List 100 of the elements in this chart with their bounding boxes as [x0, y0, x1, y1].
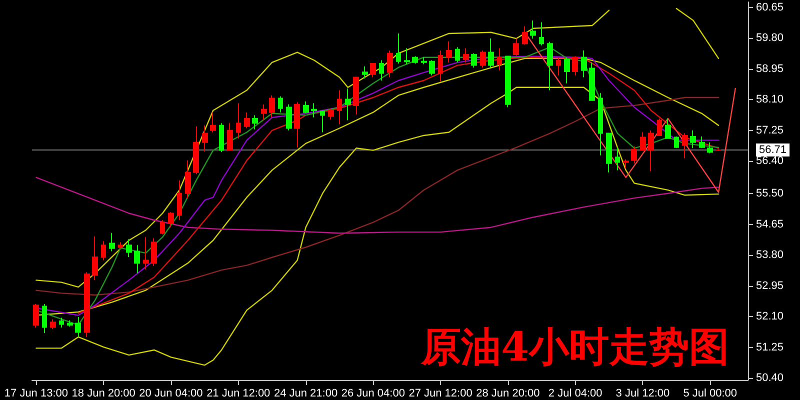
candlestick	[455, 46, 460, 63]
candlestick	[690, 130, 696, 149]
y-tick-label: 55.50	[756, 188, 784, 200]
y-tick-label: 50.40	[756, 372, 784, 384]
candlestick	[631, 146, 637, 164]
candlestick	[134, 244, 140, 274]
candlestick	[370, 62, 376, 78]
candlestick	[657, 118, 662, 136]
candlestick	[497, 48, 502, 71]
candlestick	[303, 100, 309, 114]
candlestick	[59, 317, 64, 328]
candlestick	[101, 240, 106, 261]
candlestick	[84, 272, 90, 338]
candlestick	[353, 76, 359, 115]
candlestick	[151, 238, 157, 267]
y-tick-label: 58.10	[756, 94, 784, 106]
candlestick	[294, 102, 300, 148]
ref-line-label: 56.71	[759, 144, 787, 156]
x-tick-label: 24 Jun 21:00	[274, 388, 338, 400]
candlestick	[92, 236, 98, 281]
candlestick	[530, 20, 536, 40]
candlestick	[236, 102, 241, 139]
candlestick	[581, 50, 587, 78]
candlestick	[640, 132, 646, 151]
candlestick	[252, 114, 258, 130]
candlestick	[42, 304, 47, 334]
candlestick	[210, 112, 216, 133]
x-tick-label: 27 Jun 12:00	[408, 388, 472, 400]
candlestick	[126, 238, 132, 258]
candlestick	[707, 142, 713, 154]
line-series	[36, 10, 610, 288]
text: 原油4小时走势图	[420, 324, 730, 370]
candlestick	[429, 60, 435, 76]
y-tick-label: 52.95	[756, 280, 784, 292]
candlestick	[278, 96, 283, 113]
candlestick	[446, 40, 452, 63]
candlestick	[412, 56, 418, 64]
candlestick	[261, 104, 267, 121]
candlestick	[160, 220, 165, 235]
candlestick	[269, 94, 275, 118]
x-tick-label: 21 Jun 12:00	[206, 388, 270, 400]
candlestick	[177, 180, 182, 221]
candlestick	[50, 318, 56, 330]
candlestick	[488, 38, 494, 68]
candlestick	[387, 50, 393, 78]
y-tick-label: 54.65	[756, 218, 784, 230]
candlestick	[75, 316, 81, 338]
candlestick	[143, 236, 149, 270]
candlestick	[311, 102, 317, 118]
line-series	[36, 96, 720, 296]
candlestick	[606, 132, 612, 173]
x-tick-label: 26 Jun 04:00	[341, 388, 405, 400]
x-tick-label: 28 Jun 20:00	[476, 388, 540, 400]
candlestick	[572, 56, 578, 76]
candlestick	[556, 56, 561, 76]
candlestick	[219, 122, 224, 153]
candlestick	[674, 136, 679, 149]
y-tick-label: 57.25	[756, 124, 784, 136]
candlestick	[168, 212, 174, 228]
candlestick	[202, 124, 208, 152]
y-tick-label: 53.80	[756, 249, 784, 262]
candlestick	[513, 38, 519, 56]
candlestick	[716, 148, 721, 152]
x-tick-label: 3 Jul 12:00	[616, 388, 670, 400]
x-tick-label: 2 Jul 04:00	[548, 388, 602, 400]
y-tick-label: 51.25	[756, 341, 784, 354]
candlestick	[337, 90, 342, 125]
candlestick	[109, 232, 115, 252]
y-tick-label: 60.65	[756, 1, 784, 14]
candlestick	[463, 48, 469, 63]
x-tick-label: 20 Jun 04:00	[139, 388, 203, 400]
candlestick	[193, 126, 199, 175]
candlestick	[185, 160, 191, 199]
candlestick	[564, 56, 570, 84]
candlestick	[438, 50, 443, 82]
candlestick	[244, 112, 250, 129]
candlestick	[421, 56, 427, 65]
candlestick	[320, 110, 325, 133]
y-tick-label: 58.95	[756, 62, 784, 75]
y-tick-label: 56.40	[756, 155, 784, 168]
candlestick	[396, 32, 401, 64]
candlestick	[328, 108, 334, 120]
candlestick	[505, 56, 511, 108]
candlestick	[33, 304, 39, 328]
candlestick	[665, 118, 671, 139]
candlestick	[362, 66, 368, 79]
candlestick	[682, 132, 688, 159]
candlestick	[547, 41, 553, 91]
candlestick	[615, 146, 620, 171]
candlestick	[598, 92, 603, 156]
y-tick-label: 59.80	[756, 32, 784, 44]
candlestick	[623, 158, 629, 169]
x-tick-label: 17 Jun 13:00	[4, 388, 68, 400]
candlestick	[480, 50, 486, 68]
candlestick	[471, 52, 477, 68]
candlestick	[404, 48, 410, 65]
line-series	[36, 176, 720, 234]
candlestick	[539, 22, 544, 46]
candlestick	[286, 104, 292, 131]
candlestick	[227, 122, 233, 151]
